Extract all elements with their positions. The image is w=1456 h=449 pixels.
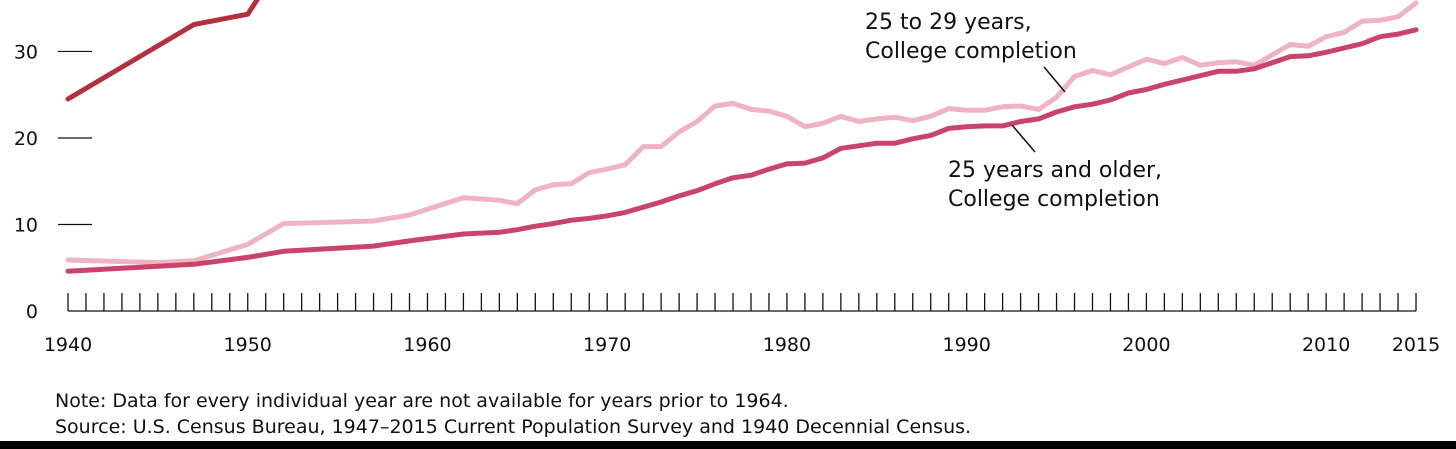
x-tick-label: 2015 (1392, 334, 1440, 356)
chart-note: Note: Data for every individual year are… (55, 390, 789, 412)
y-axis: 0 10 20 30 (14, 41, 92, 323)
annotation-leader-older (1011, 124, 1036, 153)
series-line-2 (65, 27, 1419, 274)
x-tick-label: 1980 (763, 334, 811, 356)
x-tick-label: 2000 (1122, 334, 1170, 356)
x-tick-label: 1960 (403, 334, 451, 356)
series-layer (65, 0, 1419, 274)
x-tick-label: 1940 (44, 334, 92, 356)
x-axis: 1940 1950 1960 1970 1980 1990 2000 2010 2015 (44, 293, 1440, 356)
chart-source: Source: U.S. Census Bureau, 1947–2015 Cu… (55, 416, 972, 438)
annotation-leader-young (1043, 66, 1066, 93)
series-line-0 (65, 0, 260, 102)
bottom-rule (0, 441, 1456, 449)
x-tick-label: 2010 (1302, 334, 1350, 356)
x-tick-label: 1990 (942, 334, 990, 356)
annotation-layer: 25 to 29 years, College completion 25 ye… (865, 10, 1169, 212)
x-tick-label: 1950 (224, 334, 272, 356)
y-tick-label: 20 (14, 128, 38, 150)
annotation-young: 25 to 29 years, College completion (865, 10, 1077, 64)
y-tick-label: 30 (14, 41, 38, 63)
annotation-older: 25 years and older, College completion (948, 158, 1169, 212)
series-line-1 (65, 0, 1419, 266)
y-tick-label: 10 (14, 214, 38, 236)
x-tick-label: 1970 (583, 334, 631, 356)
y-tick-label: 0 (26, 301, 38, 323)
